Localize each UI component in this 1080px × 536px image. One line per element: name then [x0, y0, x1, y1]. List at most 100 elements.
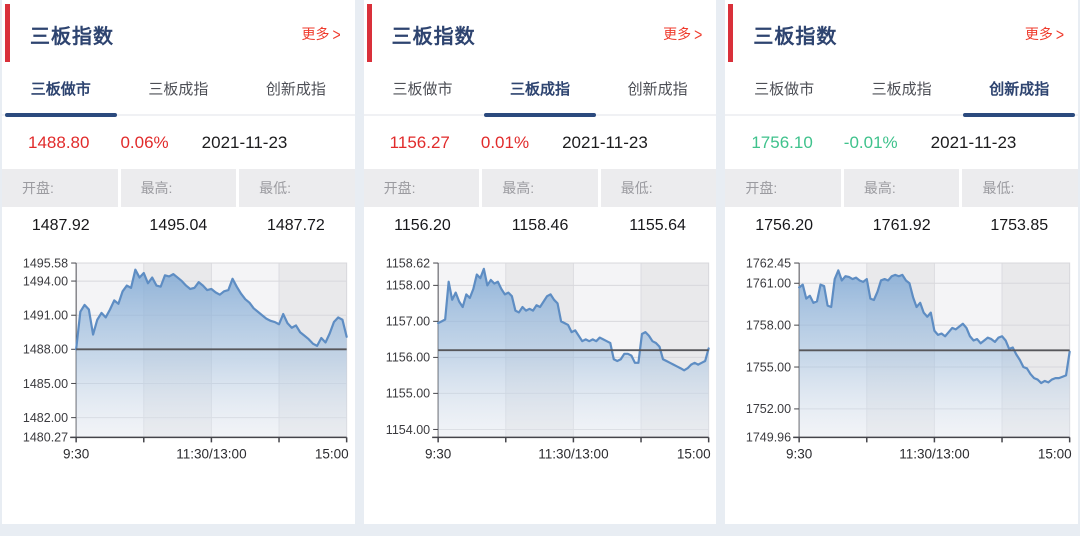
- low-label: 最低:: [239, 169, 355, 207]
- area-fill: [799, 270, 1070, 438]
- low-label: 最低:: [600, 169, 717, 207]
- svg-text:15:00: 15:00: [677, 446, 711, 461]
- accent-bar: [728, 4, 734, 62]
- price-line: [798, 269, 1072, 385]
- stats-label-bar: 开盘: 最高: 最低:: [2, 169, 355, 207]
- x-axis-ticks: [798, 437, 1071, 443]
- svg-text:1485.00: 1485.00: [23, 377, 68, 391]
- quote-row: 1156.27 0.01% 2021-11-23: [364, 116, 717, 167]
- y-axis-labels: 1495.58 1494.00 1491.00 1488.00 1485.00 1482.…: [23, 256, 68, 444]
- svg-text:11:30/13:00: 11:30/13:00: [176, 446, 246, 461]
- stats-value-row: 1487.92 1495.04 1487.72: [2, 217, 355, 235]
- index-panel-2: 三板指数 更多 > 三板做市 三板成指 创新成指 1156.27 0.01% 2…: [363, 0, 717, 524]
- svg-text:1491.00: 1491.00: [23, 309, 68, 323]
- high-label: 最高:: [843, 169, 960, 207]
- svg-text:15:00: 15:00: [1038, 446, 1072, 461]
- x-axis-labels: 9:30 11:30/13:00 15:00: [425, 446, 711, 461]
- panel-header: 三板指数 更多 >: [364, 0, 717, 56]
- tab-sanban-zuoshi[interactable]: 三板做市: [392, 81, 453, 98]
- intraday-chart: 9:30 11:30/13:00 15:00 1495.58 1494.00 1491.0…: [4, 247, 353, 485]
- low-label: 最低:: [962, 169, 1079, 207]
- low-value: 1487.72: [266, 217, 325, 234]
- price-line: [436, 267, 710, 372]
- tab-sanban-chengzhi[interactable]: 三板成指: [148, 81, 209, 98]
- quote-row: 1488.80 0.06% 2021-11-23: [2, 116, 355, 167]
- index-change-pct: -0.01%: [843, 133, 898, 152]
- panel-header: 三板指数 更多 >: [2, 0, 355, 56]
- more-label: 更多: [1024, 26, 1053, 42]
- tab-bar: 三板做市 三板成指 创新成指: [725, 68, 1079, 117]
- svg-text:9:30: 9:30: [63, 446, 89, 461]
- svg-text:1155.00: 1155.00: [385, 387, 429, 401]
- y-axis-labels: 1762.45 1761.00 1758.00 1755.00 1752.00 1749.…: [746, 256, 791, 444]
- high-value: 1495.04: [149, 217, 208, 234]
- open-value: 1756.20: [755, 217, 814, 234]
- svg-text:1488.00: 1488.00: [23, 343, 68, 357]
- high-label: 最高:: [482, 169, 598, 207]
- svg-text:1482.00: 1482.00: [23, 411, 68, 425]
- svg-text:1495.58: 1495.58: [23, 256, 68, 270]
- x-axis-labels: 9:30 11:30/13:00 15:00: [786, 446, 1072, 461]
- low-value: 1155.64: [629, 217, 686, 234]
- index-change-pct: 0.01%: [480, 133, 530, 152]
- more-link[interactable]: 更多 >: [663, 24, 702, 44]
- more-link[interactable]: 更多 >: [1025, 24, 1064, 44]
- chevron-right-icon: >: [332, 24, 341, 44]
- stats-value-row: 1756.20 1761.92 1753.85: [725, 217, 1078, 235]
- svg-text:9:30: 9:30: [425, 446, 451, 461]
- x-axis-ticks: [437, 437, 710, 443]
- x-axis-labels: 9:30 11:30/13:00 15:00: [63, 446, 349, 461]
- svg-text:1752.00: 1752.00: [746, 402, 791, 416]
- chevron-right-icon: >: [1055, 24, 1065, 44]
- index-change-pct: 0.06%: [120, 133, 169, 152]
- high-value: 1158.46: [511, 217, 569, 234]
- price-line: [75, 268, 348, 351]
- more-link[interactable]: 更多 >: [301, 24, 340, 44]
- tab-sanban-zuoshi[interactable]: 三板做市: [2, 68, 120, 117]
- y-axis-ticks: [71, 262, 77, 438]
- open-label: 开盘:: [725, 169, 841, 207]
- area-fill: [437, 268, 709, 438]
- more-label: 更多: [663, 26, 692, 42]
- tab-sanban-chengzhi[interactable]: 三板成指: [871, 81, 932, 98]
- tab-sanban-chengzhi[interactable]: 三板成指: [481, 68, 599, 117]
- index-panel-3: 三板指数 更多 > 三板做市 三板成指 创新成指 1756.10 -0.01% …: [725, 0, 1079, 524]
- open-value: 1487.92: [31, 217, 90, 234]
- open-label: 开盘:: [2, 169, 118, 207]
- low-value: 1753.85: [990, 217, 1049, 234]
- index-panels-row: 三板指数 更多 > 三板做市 三板成指 创新成指 1488.80 0.06% 2…: [2, 0, 1079, 524]
- index-value: 1156.27: [389, 133, 450, 152]
- chevron-right-icon: >: [694, 24, 703, 44]
- svg-text:1494.00: 1494.00: [23, 274, 68, 288]
- open-label: 开盘:: [363, 169, 480, 207]
- svg-text:1156.00: 1156.00: [385, 351, 429, 365]
- stats-value-row: 1156.20 1158.46 1155.64: [364, 217, 717, 235]
- svg-text:1158.62: 1158.62: [385, 256, 429, 270]
- svg-text:1761.00: 1761.00: [746, 277, 791, 291]
- chart-svg: 9:30 11:30/13:00 15:00 1762.45 1761.00 1758.0…: [746, 256, 1072, 461]
- svg-text:9:30: 9:30: [786, 446, 812, 461]
- open-value: 1156.20: [394, 217, 451, 234]
- svg-text:1749.96: 1749.96: [746, 431, 791, 445]
- svg-text:1157.00: 1157.00: [385, 315, 429, 329]
- high-label: 最高:: [120, 169, 237, 207]
- svg-text:1154.00: 1154.00: [385, 423, 429, 437]
- accent-bar: [366, 4, 372, 62]
- tab-bar: 三板做市 三板成指 创新成指: [363, 68, 717, 117]
- page-title: 三板指数: [391, 25, 476, 48]
- area-fill: [76, 269, 347, 438]
- page-title: 三板指数: [753, 25, 838, 48]
- high-value: 1761.92: [872, 217, 931, 234]
- panel-header: 三板指数 更多 >: [725, 0, 1078, 56]
- tab-chuangxin-chengzhi[interactable]: 创新成指: [627, 81, 688, 98]
- stats-label-bar: 开盘: 最高: 最低:: [725, 169, 1079, 207]
- accent-bar: [5, 4, 10, 62]
- tab-chuangxin-chengzhi[interactable]: 创新成指: [265, 81, 326, 98]
- svg-text:1755.00: 1755.00: [746, 360, 791, 374]
- svg-text:11:30/13:00: 11:30/13:00: [538, 446, 608, 461]
- svg-text:1758.00: 1758.00: [746, 318, 791, 332]
- tab-sanban-zuoshi[interactable]: 三板做市: [754, 81, 815, 98]
- chart-svg: 9:30 11:30/13:00 15:00 1495.58 1494.00 1491.0…: [23, 256, 349, 461]
- y-axis-ticks: [432, 262, 438, 430]
- tab-chuangxin-chengzhi[interactable]: 创新成指: [960, 68, 1078, 117]
